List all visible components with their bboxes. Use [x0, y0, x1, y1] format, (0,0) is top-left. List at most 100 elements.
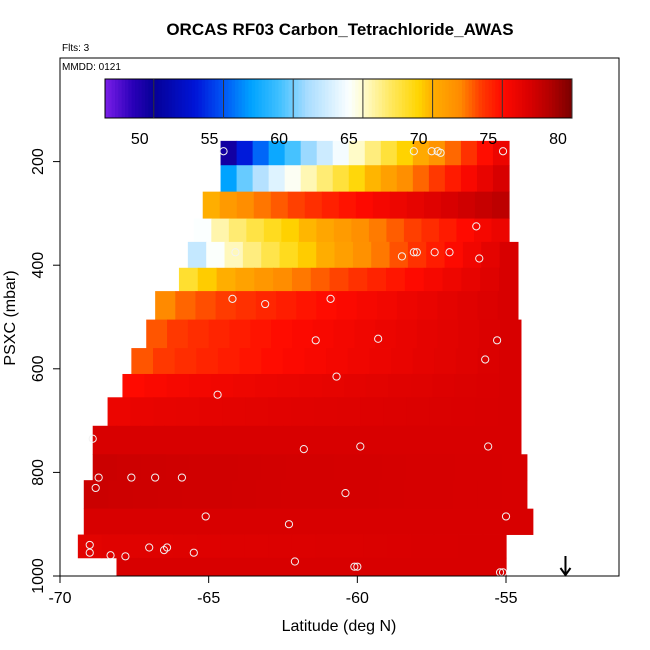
heatmap-cell	[213, 454, 239, 481]
colorbar-segment	[505, 79, 510, 118]
heatmap-cell	[481, 241, 501, 269]
heatmap-cell	[282, 348, 306, 375]
heatmap-cell	[375, 319, 397, 349]
heatmap-cell	[316, 241, 336, 269]
colorbar-segment	[258, 79, 263, 118]
colorbar-segment	[395, 79, 400, 118]
heatmap-cell	[497, 397, 522, 427]
heatmap-cell	[133, 508, 160, 535]
colorbar-segment	[211, 79, 216, 118]
heatmap-cell	[502, 480, 528, 510]
heatmap-cell	[83, 508, 110, 535]
heatmap-cell	[224, 557, 247, 577]
sample-point	[427, 147, 436, 156]
heatmap-cell	[507, 508, 534, 535]
heatmap-cell	[215, 291, 237, 320]
heatmap-cell	[396, 140, 414, 166]
colorbar-segment	[408, 79, 413, 118]
heatmap-cell	[417, 291, 438, 320]
y-tick-label: 200	[30, 148, 47, 175]
sample-point	[261, 299, 270, 309]
colorbar-segment	[501, 79, 506, 118]
heatmap-cell	[239, 348, 262, 375]
heatmap-cell	[206, 241, 226, 269]
heatmap-cell	[442, 267, 463, 292]
sample-point	[484, 442, 493, 451]
heatmap-cell	[268, 140, 286, 166]
heatmap-cell	[358, 454, 383, 481]
heatmap	[77, 140, 534, 577]
colorbar-segment	[411, 79, 416, 118]
heatmap-cell	[406, 397, 430, 427]
colorbar-segment	[335, 79, 339, 118]
colorbar-segment	[538, 79, 543, 118]
colorbar-segment	[455, 79, 460, 118]
colorbar-segment	[565, 79, 570, 118]
heatmap-cell	[452, 480, 479, 510]
heatmap-cell	[332, 165, 350, 193]
heatmap-cell	[252, 140, 270, 166]
sample-point	[501, 512, 511, 521]
sample-point	[94, 473, 103, 482]
colorbar-segment	[511, 79, 516, 118]
heatmap-cell	[458, 319, 480, 349]
colorbar-segment	[551, 79, 556, 118]
heatmap-cell	[253, 191, 272, 219]
heatmap-cell	[310, 267, 331, 292]
sample-point	[177, 473, 187, 482]
colorbar-segment	[165, 79, 169, 118]
colorbar-segment	[421, 79, 426, 118]
heatmap-cell	[406, 191, 425, 219]
colorbar-segment	[338, 79, 343, 118]
colorbar-segment	[195, 79, 199, 118]
colorbar-segment	[521, 79, 526, 118]
sample-point	[397, 252, 407, 261]
heatmap-cell	[279, 241, 299, 269]
heatmap-cell	[285, 454, 311, 481]
colorbar-segment	[375, 79, 380, 118]
colorbar-segment	[495, 79, 500, 118]
heatmap-cell	[479, 319, 501, 349]
heatmap-cell	[410, 373, 433, 398]
colorbar-segment	[158, 79, 163, 118]
colorbar-segment	[121, 79, 126, 118]
sample-point	[284, 520, 294, 529]
heatmap-cell	[308, 508, 334, 535]
colorbar-segment	[361, 79, 366, 118]
colorbar-tick-label: 55	[201, 131, 219, 148]
colorbar-segment	[328, 79, 333, 118]
heatmap-cell	[326, 348, 349, 375]
heatmap-cell	[499, 348, 522, 375]
heatmap-cell	[444, 165, 462, 193]
heatmap-cell	[455, 348, 479, 375]
heatmap-cell	[153, 348, 176, 375]
colorbar-segment	[468, 79, 473, 118]
heatmap-cell	[363, 534, 388, 559]
colorbar-segment	[161, 79, 166, 118]
heatmap-cell	[268, 397, 292, 427]
heatmap-cell	[315, 534, 341, 559]
arrow-head	[559, 567, 572, 577]
heatmap-cell	[138, 557, 161, 577]
heatmap-cell	[259, 425, 284, 455]
heatmap-cell	[371, 241, 391, 269]
heatmap-cell	[354, 557, 377, 577]
y-tick-label: 400	[30, 252, 47, 279]
heatmap-cell	[412, 165, 430, 193]
heatmap-cell	[360, 397, 384, 427]
colorbar-segment	[448, 79, 453, 118]
sample-point	[151, 473, 160, 482]
colorbar-segment	[525, 79, 530, 118]
colorbar-segment	[438, 79, 443, 118]
sample-point	[228, 294, 237, 303]
sample-point	[374, 334, 383, 343]
colorbar-segment	[401, 79, 406, 118]
colorbar-segment	[535, 79, 540, 118]
sample-point	[492, 336, 502, 345]
heatmap-cell	[354, 319, 376, 349]
heatmap-cell	[261, 348, 284, 375]
heatmap-cell	[276, 291, 297, 320]
colorbar-segment	[145, 79, 149, 118]
colorbar-segment	[275, 79, 279, 118]
heatmap-cell	[155, 291, 176, 320]
